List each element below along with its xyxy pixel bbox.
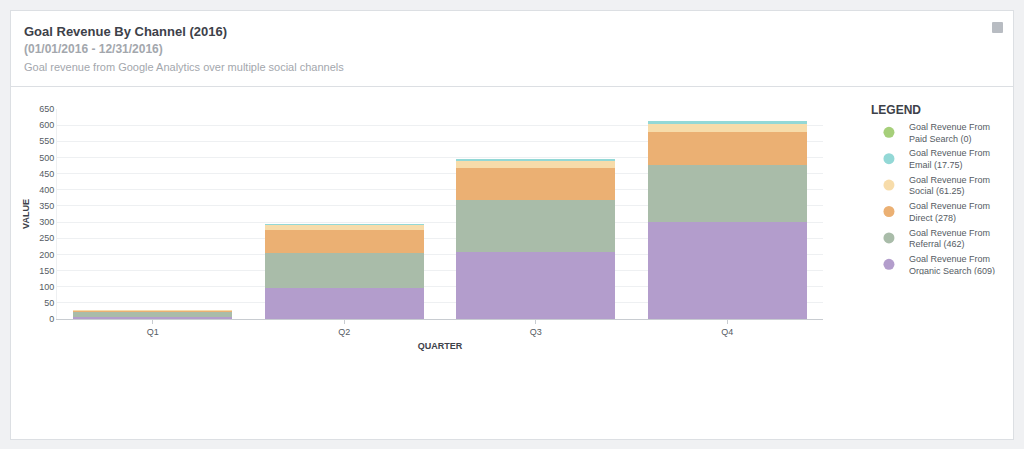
svg-text:Goal Revenue FromPaid Search (: Goal Revenue FromPaid Search (0) bbox=[909, 122, 990, 144]
svg-text:Q1: Q1 bbox=[147, 327, 159, 337]
svg-text:200: 200 bbox=[39, 250, 54, 260]
html-text:Goal revenue from Google Analy: Goal revenue from Google Analytics over … bbox=[24, 61, 344, 73]
svg-text:0: 0 bbox=[49, 314, 54, 324]
svg-text:650: 650 bbox=[39, 104, 54, 114]
svg-text:400: 400 bbox=[39, 185, 54, 195]
html-text:(01/01/2016 - 12/31/2016): (01/01/2016 - 12/31/2016) bbox=[24, 42, 163, 56]
svg-text:150: 150 bbox=[39, 266, 54, 276]
html-text:Goal Revenue By Channel (2016): Goal Revenue By Channel (2016) bbox=[24, 24, 227, 39]
svg-text:550: 550 bbox=[39, 136, 54, 146]
svg-text:350: 350 bbox=[39, 201, 54, 211]
svg-text:Goal Revenue FromSocial (61.25: Goal Revenue FromSocial (61.25) bbox=[909, 175, 990, 197]
svg-text:600: 600 bbox=[39, 120, 54, 130]
svg-text:Q2: Q2 bbox=[338, 327, 350, 337]
svg-text:100: 100 bbox=[39, 282, 54, 292]
svg-text:Goal Revenue FromOrganic Searc: Goal Revenue FromOrganic Search (609) bbox=[909, 254, 995, 275]
svg-text:QUARTER: QUARTER bbox=[418, 341, 463, 351]
svg-text:50: 50 bbox=[44, 298, 54, 308]
svg-text:250: 250 bbox=[39, 233, 54, 243]
svg-text:Q4: Q4 bbox=[721, 327, 733, 337]
svg-text:LEGEND: LEGEND bbox=[871, 103, 921, 117]
svg-text:500: 500 bbox=[39, 153, 54, 163]
svg-text:Goal Revenue FromReferral (462: Goal Revenue FromReferral (462) bbox=[909, 228, 990, 250]
svg-text:Goal Revenue FromDirect (278): Goal Revenue FromDirect (278) bbox=[909, 201, 990, 223]
svg-text:Q3: Q3 bbox=[530, 327, 542, 337]
svg-text:Goal Revenue FromEmail (17.75): Goal Revenue FromEmail (17.75) bbox=[909, 148, 990, 170]
svg-text:VALUE: VALUE bbox=[21, 199, 31, 229]
svg-text:450: 450 bbox=[39, 169, 54, 179]
svg-text:300: 300 bbox=[39, 217, 54, 227]
